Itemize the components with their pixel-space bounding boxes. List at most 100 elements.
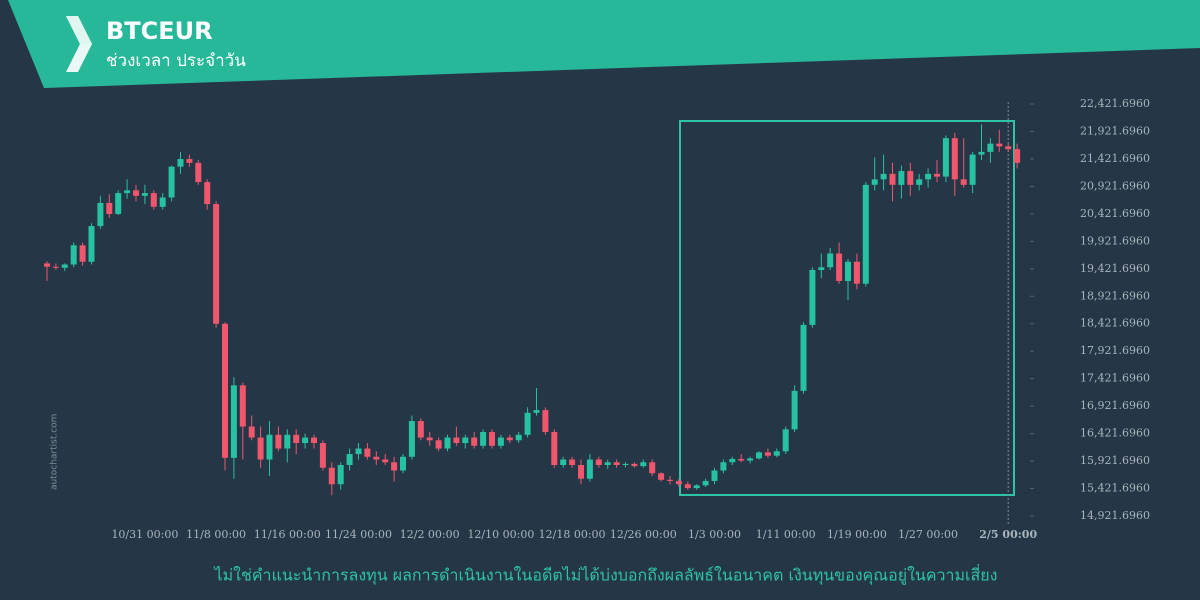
x-tick-label: 11/16 00:00 [254,528,321,541]
candle-body [1005,146,1012,150]
y-tick-label: 22,421.6960 [1080,97,1150,110]
y-tick-label: 16,421.6960 [1080,427,1150,440]
y-tick-label: 14,921.6960 [1080,509,1150,522]
candle-body [622,463,629,466]
watermark: autochartist.com [50,414,60,490]
candle-body [1014,149,1021,163]
x-tick-label: 12/18 00:00 [539,528,606,541]
candle-body [960,179,967,185]
y-tick-label: 21,421.6960 [1080,152,1150,165]
x-tick-label: 12/26 00:00 [610,528,677,541]
y-tick-label: 16,921.6960 [1080,399,1150,412]
x-tick-label: 12/10 00:00 [467,528,534,541]
candle-body [675,480,682,485]
candle-body [364,448,371,457]
candle-body [346,454,353,466]
candle-body [426,437,433,441]
candle-body [213,204,220,324]
candle-body [515,434,522,441]
candle-body [52,266,59,268]
candle-body [284,434,291,449]
candle-body [257,437,264,460]
candle-body [480,432,487,446]
x-tick-label: 11/8 00:00 [186,528,246,541]
candle-body [925,173,932,180]
candle-body [266,434,273,460]
candle-body [969,154,976,185]
x-tick-label: 11/24 00:00 [325,528,392,541]
y-tick-label: 21,921.6960 [1080,124,1150,137]
candle-body [239,385,246,427]
candle-body [631,463,638,467]
candle-body [578,465,584,479]
candle-body [702,480,709,486]
candle-body [818,267,825,270]
candle-body [595,459,602,466]
candle-body [44,263,50,267]
header-subtitle: ช่วงเวลา ประจำวัน [106,51,246,71]
candle-body [996,143,1003,147]
candle-body [533,410,540,413]
candle-body [453,437,460,444]
candle-body [551,432,558,466]
candle-body [124,190,131,194]
disclaimer: ไม่ใช่คำแนะนำการลงทุน ผลการดำเนินงานในอด… [213,564,998,586]
candle-body [177,159,184,167]
candle-body [150,193,157,207]
candle-body [168,166,175,198]
candle-body [293,434,300,444]
candle-body [391,462,398,471]
candle-body [435,440,442,449]
candle-body [97,202,104,227]
candle-body [302,437,309,444]
candle-body [862,184,869,284]
candle-body [471,437,478,446]
candle-body [70,245,77,265]
candle-body [800,324,807,391]
candle-body [275,434,282,449]
candle-body [195,162,202,183]
candle-body [61,264,68,268]
candle-body [782,429,789,452]
candle-body [880,173,887,180]
candle-body [569,459,576,466]
candle-body [408,421,415,457]
candle-body [889,173,896,185]
candle-body [222,323,228,458]
y-tick-label: 20,921.6960 [1080,179,1150,192]
candle-body [711,470,718,481]
candle-body [604,462,611,466]
x-tick-label: 1/3 00:00 [688,528,741,541]
header-title: BTCEUR [106,17,213,45]
candle-body [489,432,495,446]
candle-body [337,465,344,485]
candle-body [764,452,771,456]
candle-body [186,159,193,163]
candle-body [898,171,905,185]
y-tick-label: 15,921.6960 [1080,454,1150,467]
candle-body [79,245,86,262]
logo [66,16,92,72]
candle-body [667,479,673,481]
candle-body [756,452,762,459]
candle-body [720,462,727,471]
candle-body [319,443,326,468]
candle-body [809,269,816,325]
candle-body [853,261,860,284]
candle-body [907,171,914,185]
candle-body [845,261,851,281]
x-tick-label: 2/5 00:00 [979,528,1037,541]
candle-body [942,138,949,177]
y-tick-label: 20,421.6960 [1080,207,1150,220]
candle-body [542,410,549,433]
candle-body [373,456,380,460]
candle-body [560,459,567,466]
y-tick-label: 19,421.6960 [1080,262,1150,275]
x-tick-label: 1/27 00:00 [898,528,958,541]
candle-body [159,197,166,207]
candle-body [382,459,389,463]
y-tick-label: 19,921.6960 [1080,234,1150,247]
candle-body [658,473,665,480]
candle-body [506,437,513,441]
